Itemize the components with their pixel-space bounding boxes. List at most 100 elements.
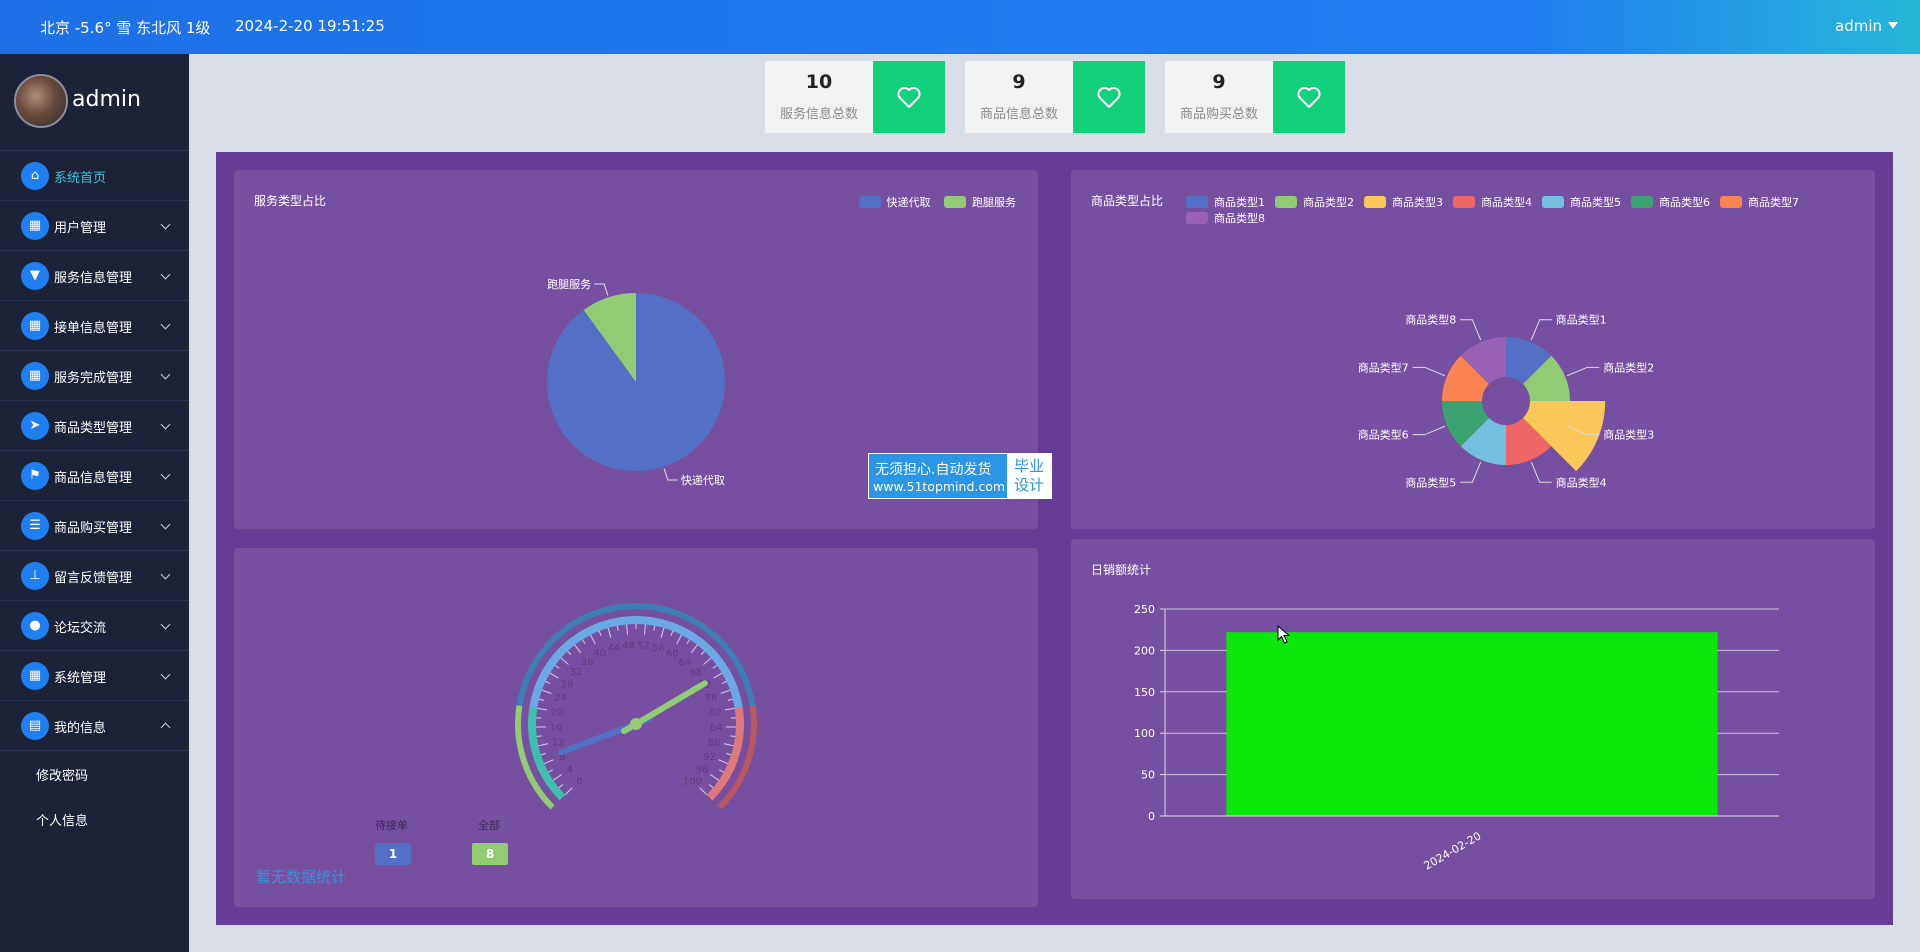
stat-label: 商品信息总数 — [979, 107, 1058, 122]
slice-label: 商品类型6 — [1358, 428, 1409, 442]
legend-item[interactable]: 商品类型3 — [1364, 194, 1443, 210]
gauge-center — [630, 718, 642, 730]
avatar[interactable] — [14, 74, 68, 128]
gauge-outer-arc — [717, 705, 757, 810]
legend-swatch — [1720, 196, 1742, 208]
gauge-tick-label: 16 — [550, 723, 563, 734]
gauge-tick — [548, 769, 553, 773]
gauge-tick-label: 8 — [559, 752, 565, 763]
gauge-tick — [676, 634, 682, 645]
legend-item[interactable]: 商品类型7 — [1720, 194, 1799, 210]
legend-item[interactable]: 快递代取 — [858, 194, 931, 210]
pin-icon: ▼ — [21, 262, 49, 290]
legend-label: 商品类型2 — [1303, 196, 1354, 209]
sidebar: admin ⌂ 系统首页 ▦ 用户管理 ▼ 服务信息管理 ▦ 接单信息管理 ▦ 服务完成管理 ➤ 商品… — [0, 54, 189, 952]
sidebar-item-label: 服务信息管理 — [54, 271, 133, 286]
daily-sales-bar-chart: 0 50 100 150 200 250 2024-02-20 — [1134, 603, 1779, 873]
list-icon: ☰ — [21, 512, 49, 540]
sidebar-item[interactable]: ▦ 接单信息管理 — [0, 301, 189, 351]
legend-item[interactable]: 商品类型5 — [1542, 194, 1621, 210]
y-tick-label: 100 — [1134, 727, 1155, 740]
label-line — [1412, 425, 1446, 436]
legend-swatch — [944, 196, 966, 208]
label-line — [1566, 366, 1600, 377]
gauge-tick-label: 96 — [696, 765, 709, 776]
gauge-tick-label: 80 — [709, 707, 722, 718]
sidebar-item[interactable]: ➤ 商品类型管理 — [0, 401, 189, 451]
gauge-tick-label: 48 — [622, 640, 635, 651]
gauge-series-value: 1 — [375, 843, 411, 865]
sidebar-item[interactable]: ▦ 系统管理 — [0, 651, 189, 701]
legend-item[interactable]: 商品类型6 — [1631, 194, 1710, 210]
watermark-seal: 毕业 设计 — [1007, 454, 1051, 498]
sidebar-subitem-label: 个人信息 — [36, 814, 89, 829]
sidebar-username: admin — [72, 87, 141, 112]
gauge-tick — [540, 752, 546, 756]
sidebar-item[interactable]: ☰ 商品购买管理 — [0, 501, 189, 551]
sidebar-item-label: 系统首页 — [54, 171, 107, 186]
sidebar-item[interactable]: ⊥ 留言反馈管理 — [0, 551, 189, 601]
gauge-tick — [690, 644, 698, 654]
slice-label: 商品类型7 — [1358, 360, 1409, 374]
legend-label: 商品类型7 — [1748, 196, 1799, 209]
sidebar-item[interactable]: ▦ 用户管理 — [0, 201, 189, 251]
stat-label: 商品购买总数 — [1179, 107, 1258, 122]
weather-text: 北京 -5.6° 雪 东北风 1级 — [40, 19, 211, 37]
sidebar-subitem[interactable]: 修改密码 — [0, 751, 189, 796]
gauge-series-label: 全部 — [478, 819, 500, 832]
send-icon: ➤ — [21, 412, 49, 440]
grid-icon: ▦ — [21, 212, 49, 240]
slice-label: 商品类型3 — [1603, 428, 1654, 442]
gauge-chart: 0481216202428323640444852566064687276808… — [515, 603, 757, 810]
x-tick-label: 2024-02-20 — [1422, 829, 1484, 872]
gauge-tick — [660, 627, 665, 638]
legend-item[interactable]: 商品类型1 — [1186, 194, 1265, 210]
sidebar-item[interactable]: ▼ 服务信息管理 — [0, 251, 189, 301]
donut-slice — [1442, 355, 1490, 401]
legend-label: 商品类型8 — [1214, 212, 1265, 225]
user-menu[interactable]: admin — [1835, 17, 1898, 35]
gauge-tick — [670, 630, 674, 636]
watermark-badge[interactable]: 无须担心.自动发货 www.51topmind.com 毕业 设计 — [868, 453, 1052, 499]
daily-sales-panel: 日销额统计 0 50 100 150 200 250 2024-02-20 — [1071, 539, 1875, 899]
sidebar-item[interactable]: ● 论坛交流 — [0, 601, 189, 651]
legend-item[interactable]: 跑腿服务 — [944, 194, 1016, 210]
gauge-tick — [719, 769, 724, 773]
stat-label: 服务信息总数 — [779, 107, 858, 122]
gauge-tick — [718, 759, 728, 765]
sidebar-item-label: 留言反馈管理 — [54, 571, 133, 586]
gauge-tick-label: 52 — [637, 640, 650, 651]
chart-title: 服务类型占比 — [254, 194, 327, 208]
chevron-down-icon — [160, 319, 171, 330]
gauge-tick-label: 32 — [570, 667, 583, 678]
caret-down-icon — [1888, 22, 1898, 29]
home-icon: ⌂ — [21, 162, 49, 190]
legend-item[interactable]: 商品类型4 — [1453, 194, 1532, 210]
heart-icon — [1273, 61, 1345, 133]
sidebar-item[interactable]: ⌂ 系统首页 — [0, 151, 189, 201]
sidebar-item[interactable]: ▤ 我的信息 — [0, 701, 189, 751]
gauge-tick-label: 0 — [576, 777, 582, 788]
goods-donut-chart: 商品类型1 商品类型2 商品类型3 商品类型4 商品类型5 商品类型6 商品类型7 商品类型8 — [1358, 313, 1655, 490]
legend-item[interactable]: 商品类型8 — [1186, 210, 1265, 226]
legend-swatch — [1631, 196, 1653, 208]
card-icon: ▤ — [21, 712, 49, 740]
no-data-link[interactable]: 暂无数据统计 — [256, 868, 347, 886]
donut-slice — [1522, 401, 1606, 472]
location-icon: ● — [21, 612, 49, 640]
gauge-tick-label: 100 — [683, 777, 702, 788]
label-line — [1412, 366, 1446, 377]
chevron-down-icon — [160, 419, 171, 430]
slice-label: 商品类型4 — [1556, 475, 1607, 489]
sidebar-item-label: 商品类型管理 — [54, 421, 133, 436]
gauge-tick-label: 64 — [679, 657, 692, 668]
stat-value: 9 — [1012, 71, 1026, 93]
gauge-tick — [643, 624, 646, 635]
legend-item[interactable]: 商品类型2 — [1275, 194, 1354, 210]
sidebar-subitem[interactable]: 个人信息 — [0, 796, 189, 841]
sidebar-item[interactable]: ▦ 服务完成管理 — [0, 351, 189, 401]
chevron-down-icon — [160, 269, 171, 280]
sidebar-item[interactable]: ⚑ 商品信息管理 — [0, 451, 189, 501]
gauge-tick — [720, 689, 731, 694]
watermark-line2: www.51topmind.com — [873, 479, 1006, 494]
